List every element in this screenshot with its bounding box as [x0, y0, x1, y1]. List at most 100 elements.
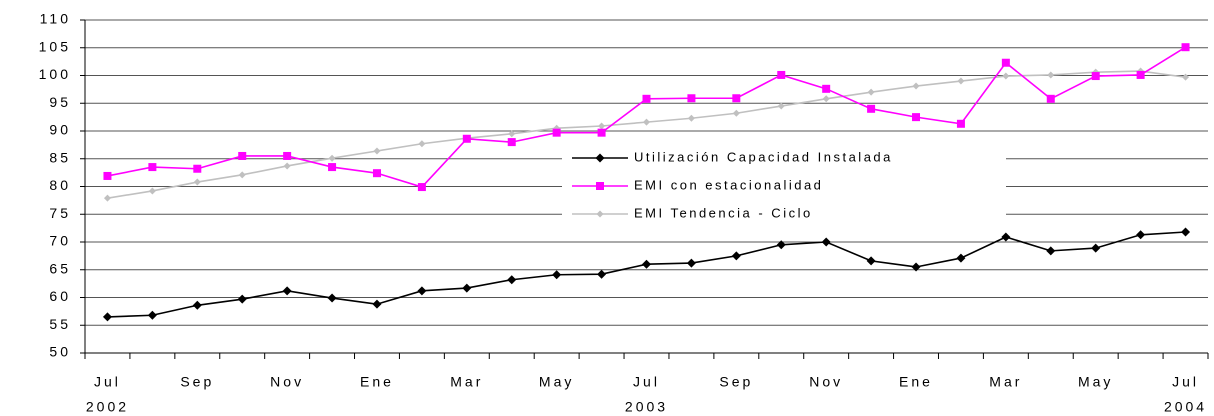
marker	[283, 151, 292, 160]
marker	[1181, 43, 1190, 52]
marker	[1046, 94, 1055, 103]
marker	[1002, 72, 1010, 80]
marker	[1046, 246, 1056, 256]
y-tick-label: 55	[49, 316, 71, 332]
y-tick-label: 105	[39, 38, 71, 54]
marker	[956, 119, 965, 128]
marker	[238, 151, 247, 160]
marker	[417, 183, 426, 192]
marker	[911, 262, 921, 272]
marker	[193, 178, 201, 186]
x-tick-label: Mar	[989, 374, 1022, 390]
marker	[731, 251, 741, 261]
marker	[687, 94, 696, 103]
marker	[1001, 58, 1010, 67]
marker	[328, 154, 336, 162]
marker	[776, 240, 786, 250]
marker	[507, 275, 517, 285]
marker	[595, 153, 605, 163]
marker	[596, 210, 604, 218]
marker	[237, 294, 247, 304]
x-tick-label: Mar	[450, 374, 483, 390]
marker	[957, 77, 965, 85]
legend: Utilización Capacidad Instalada EMI con e…	[562, 142, 1006, 230]
x-tick-label: Sep	[719, 374, 753, 390]
marker	[372, 169, 381, 178]
x-tick-label: Nov	[270, 374, 304, 390]
marker	[912, 113, 921, 122]
marker	[418, 140, 426, 148]
marker	[912, 82, 920, 90]
y-tick-label: 90	[49, 122, 71, 138]
y-tick-label: 80	[49, 177, 71, 193]
marker	[596, 182, 604, 190]
marker	[867, 104, 876, 113]
x-tick-label: Ene	[899, 374, 933, 390]
marker	[283, 162, 291, 170]
y-tick-label: 65	[49, 260, 71, 276]
marker	[327, 293, 337, 303]
marker	[598, 122, 606, 130]
legend-label: EMI Tendencia - Ciclo	[634, 205, 813, 220]
marker	[417, 286, 427, 296]
y-tick-label: 70	[49, 233, 71, 249]
marker	[732, 94, 741, 103]
marker	[148, 163, 157, 172]
marker	[193, 164, 202, 173]
x-tick-label: Sep	[180, 374, 214, 390]
marker	[822, 95, 830, 103]
legend-box	[562, 142, 1006, 230]
marker	[867, 88, 875, 96]
marker	[282, 286, 292, 296]
marker	[686, 258, 696, 268]
marker	[148, 187, 156, 195]
marker	[508, 130, 516, 138]
marker	[462, 283, 472, 293]
x-tick-label: Nov	[809, 374, 843, 390]
x-tick-label: Ene	[360, 374, 394, 390]
marker	[732, 109, 740, 117]
x-tick-label: Jul	[1172, 374, 1199, 390]
marker	[462, 134, 471, 143]
marker	[552, 270, 562, 280]
marker	[822, 84, 831, 93]
marker	[1001, 232, 1011, 242]
marker	[1181, 227, 1191, 237]
marker	[328, 163, 337, 172]
marker	[192, 300, 202, 310]
series-line	[107, 231, 1186, 318]
x-tick-label: May	[539, 374, 574, 390]
marker	[777, 102, 785, 110]
x-tick-label: Jul	[94, 374, 121, 390]
marker	[373, 147, 381, 155]
legend-label: Utilización Capacidad Instalada	[634, 149, 893, 164]
marker	[102, 312, 112, 322]
marker	[1136, 230, 1146, 240]
marker	[372, 299, 382, 309]
marker	[777, 70, 786, 79]
marker	[597, 269, 607, 279]
marker	[147, 310, 157, 320]
x-year-label: 2004	[1164, 399, 1207, 415]
x-tick-label: Jul	[633, 374, 660, 390]
marker	[1091, 72, 1100, 81]
marker	[687, 114, 695, 122]
marker	[238, 171, 246, 179]
marker	[821, 237, 831, 247]
y-tick-label: 75	[49, 205, 71, 221]
legend-label: EMI con estacionalidad	[634, 177, 823, 192]
marker	[643, 118, 650, 126]
y-tick-label: 85	[49, 149, 71, 165]
marker	[507, 138, 516, 147]
marker	[956, 253, 966, 263]
y-tick-label: 95	[49, 94, 71, 110]
marker	[1136, 70, 1145, 79]
x-year-label: 2002	[86, 399, 129, 415]
y-tick-label: 50	[49, 344, 71, 360]
marker	[1047, 71, 1055, 79]
y-tick-label: 110	[40, 11, 71, 27]
marker	[597, 128, 606, 137]
marker	[103, 171, 112, 180]
marker	[552, 128, 561, 137]
